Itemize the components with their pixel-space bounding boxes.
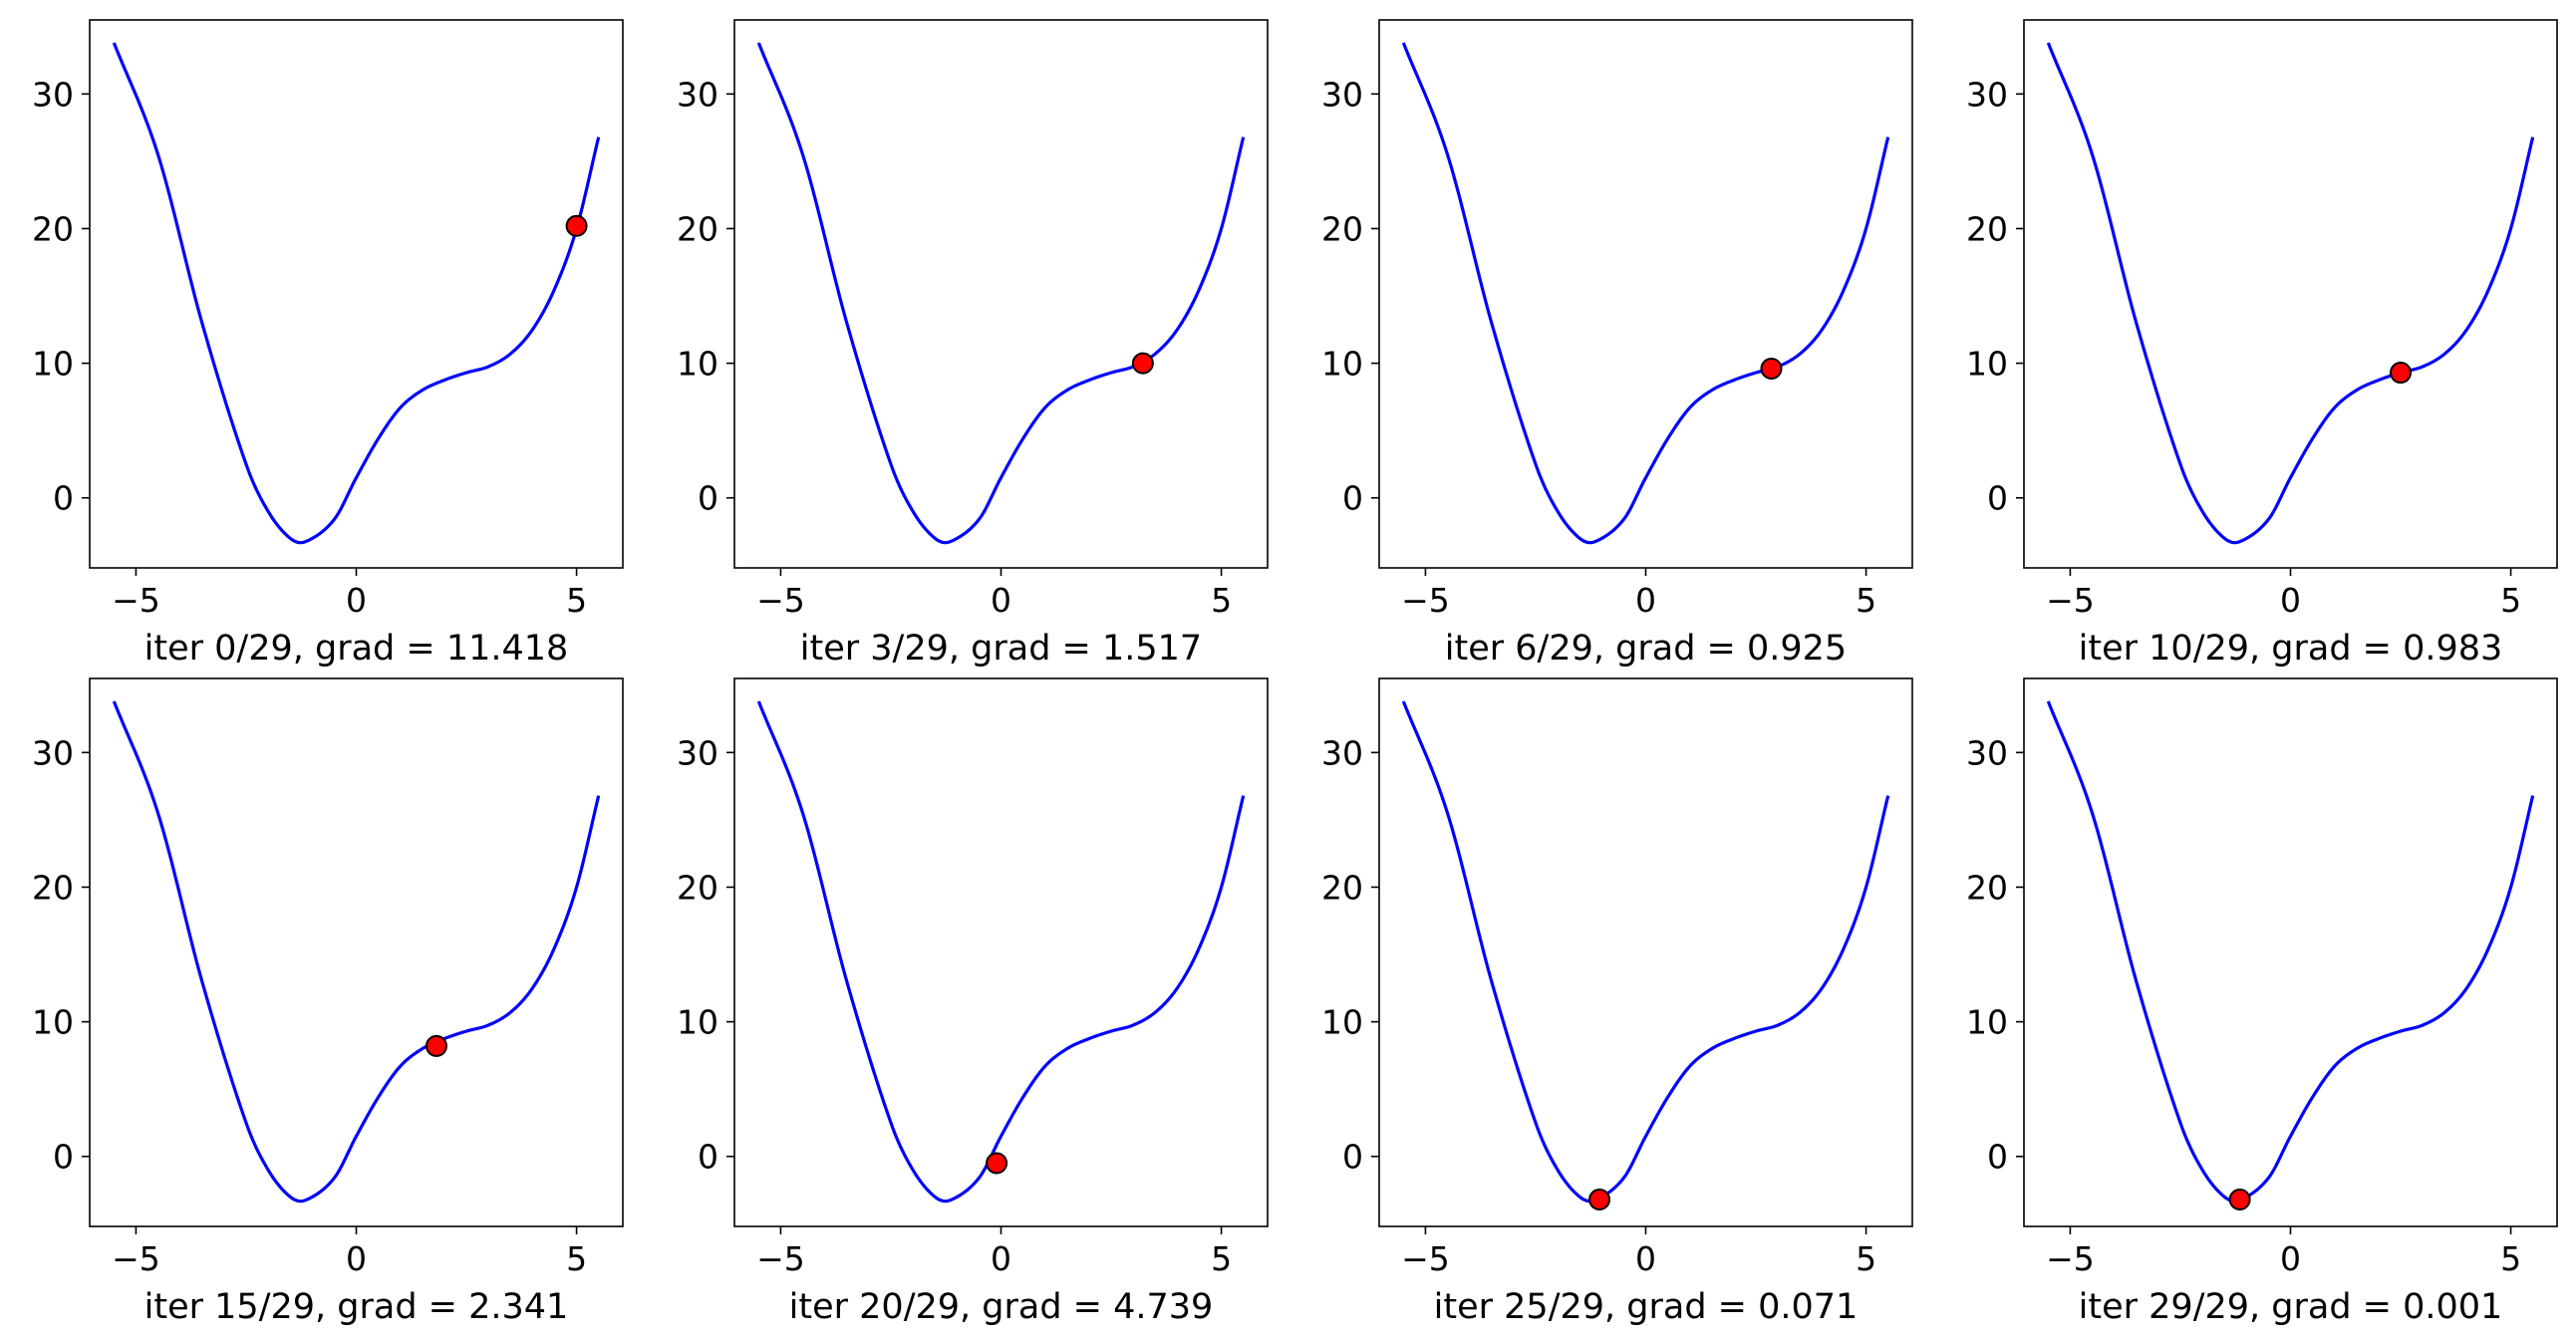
- x-tick-label: −5: [756, 1239, 805, 1278]
- x-tick-label: −5: [1401, 581, 1450, 620]
- current-point-marker: [986, 1152, 1008, 1175]
- x-tick-label: 5: [1856, 1239, 1876, 1278]
- x-tick-label: −5: [112, 1239, 160, 1278]
- y-tick-label: 20: [677, 868, 718, 907]
- y-tick-label: 10: [32, 345, 74, 384]
- axes-frame: [1378, 19, 1913, 569]
- axes-frame: [89, 677, 624, 1227]
- axes-frame: [2023, 19, 2558, 569]
- x-tick-label: 5: [566, 1239, 587, 1278]
- current-point-marker: [1131, 352, 1154, 375]
- y-tick-label: 10: [1321, 1003, 1363, 1042]
- subplot-3: −5 0 5 0 10 20 30 iter 6/29, grad = 0.925: [1321, 19, 1913, 669]
- axes-frame: [89, 19, 624, 569]
- y-tick-label: 10: [1966, 1003, 2008, 1042]
- y-tick-label: 20: [1321, 868, 1363, 907]
- subplot-caption: iter 10/29, grad = 0.983: [2079, 629, 2503, 669]
- subplot-caption: iter 29/29, grad = 0.001: [2079, 1287, 2503, 1327]
- subplot-1: −5 0 5 0 10 20 30 iter 0/29, grad = 11.418: [32, 19, 624, 669]
- y-tick-label: 20: [32, 868, 74, 907]
- objective-curve: [1401, 42, 1890, 545]
- subplot-caption: iter 3/29, grad = 1.517: [800, 629, 1202, 669]
- x-tick-label: 5: [1856, 581, 1876, 620]
- y-tick-label: 30: [1966, 733, 2008, 772]
- y-tick-label: 20: [32, 209, 74, 248]
- subplot-2: −5 0 5 0 10 20 30 iter 3/29, grad = 1.517: [677, 19, 1269, 669]
- subplot-caption: iter 25/29, grad = 0.071: [1434, 1287, 1859, 1327]
- x-tick-label: 0: [1635, 581, 1656, 620]
- x-tick-label: 0: [346, 1239, 367, 1278]
- x-tick-label: 5: [2500, 581, 2521, 620]
- subplot-5: −5 0 5 0 10 20 30 iter 15/29, grad = 2.341: [32, 677, 624, 1327]
- y-tick-label: 10: [1321, 345, 1363, 384]
- x-tick-label: 0: [346, 581, 367, 620]
- objective-curve: [2046, 700, 2535, 1204]
- subplot-caption: iter 0/29, grad = 11.418: [144, 629, 569, 669]
- x-tick-label: −5: [1401, 1239, 1450, 1278]
- x-tick-label: 5: [1211, 581, 1232, 620]
- y-tick-label: 20: [1966, 868, 2008, 907]
- x-tick-label: 0: [991, 1239, 1011, 1278]
- y-tick-label: 10: [32, 1003, 74, 1042]
- x-tick-label: 0: [1635, 1239, 1656, 1278]
- y-tick-label: 0: [53, 1138, 74, 1177]
- y-tick-label: 30: [677, 733, 718, 772]
- x-tick-label: 5: [2500, 1239, 2521, 1278]
- current-point-marker: [2228, 1188, 2251, 1210]
- y-tick-label: 20: [677, 209, 718, 248]
- y-tick-label: 10: [677, 345, 718, 384]
- x-tick-label: −5: [756, 581, 805, 620]
- axes-frame: [1378, 677, 1913, 1227]
- y-tick-label: 0: [698, 1138, 718, 1177]
- y-tick-label: 20: [1321, 209, 1363, 248]
- objective-curve: [1401, 700, 1890, 1204]
- y-tick-label: 0: [1342, 479, 1363, 518]
- x-tick-label: 0: [991, 581, 1011, 620]
- objective-curve: [2046, 42, 2535, 545]
- x-tick-label: 0: [2280, 581, 2301, 620]
- objective-curve: [756, 42, 1246, 545]
- subplot-4: −5 0 5 0 10 20 30 iter 10/29, grad = 0.983: [1966, 19, 2558, 669]
- subplot-caption: iter 20/29, grad = 4.739: [789, 1287, 1214, 1327]
- current-point-marker: [1588, 1188, 1611, 1210]
- y-tick-label: 10: [677, 1003, 718, 1042]
- y-tick-label: 30: [1321, 75, 1363, 114]
- current-point-marker: [565, 214, 588, 237]
- axes-frame: [733, 677, 1269, 1227]
- x-tick-label: 5: [566, 581, 587, 620]
- current-point-marker: [425, 1034, 447, 1057]
- subplot-6: −5 0 5 0 10 20 30 iter 20/29, grad = 4.739: [677, 677, 1269, 1327]
- axes-frame: [733, 19, 1269, 569]
- subplot-caption: iter 15/29, grad = 2.341: [144, 1287, 569, 1327]
- current-point-marker: [1760, 358, 1783, 380]
- y-tick-label: 0: [698, 479, 718, 518]
- y-tick-label: 0: [1987, 479, 2008, 518]
- y-tick-label: 30: [677, 75, 718, 114]
- x-tick-label: −5: [2046, 581, 2095, 620]
- y-tick-label: 0: [53, 479, 74, 518]
- subplot-8: −5 0 5 0 10 20 30 iter 29/29, grad = 0.001: [1966, 677, 2558, 1327]
- subplot-caption: iter 6/29, grad = 0.925: [1445, 629, 1847, 669]
- x-tick-label: 0: [2280, 1239, 2301, 1278]
- objective-curve: [756, 700, 1246, 1204]
- y-tick-label: 0: [1987, 1138, 2008, 1177]
- y-tick-label: 0: [1342, 1138, 1363, 1177]
- axes-frame: [2023, 677, 2558, 1227]
- y-tick-label: 30: [32, 75, 74, 114]
- y-tick-label: 30: [32, 733, 74, 772]
- x-tick-label: 5: [1211, 1239, 1232, 1278]
- subplot-7: −5 0 5 0 10 20 30 iter 25/29, grad = 0.071: [1321, 677, 1913, 1327]
- x-tick-label: −5: [112, 581, 160, 620]
- y-tick-label: 20: [1966, 209, 2008, 248]
- objective-curve: [112, 42, 601, 545]
- y-tick-label: 30: [1966, 75, 2008, 114]
- current-point-marker: [2390, 362, 2413, 385]
- objective-curve: [112, 700, 601, 1204]
- x-tick-label: −5: [2046, 1239, 2095, 1278]
- y-tick-label: 30: [1321, 733, 1363, 772]
- y-tick-label: 10: [1966, 345, 2008, 384]
